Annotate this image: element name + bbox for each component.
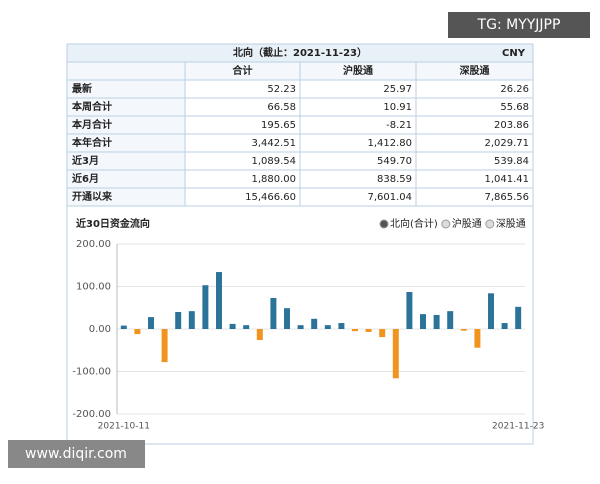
column-header: 深股通: [460, 64, 490, 77]
legend-label[interactable]: 北向(合计): [390, 217, 438, 230]
bar: [460, 329, 467, 331]
bar: [379, 329, 386, 338]
chart-title: 近30日资金流向: [76, 217, 150, 230]
table-value: 549.70: [377, 156, 412, 167]
column-header: 合计: [232, 64, 253, 77]
bar: [352, 329, 358, 332]
bar: [447, 311, 454, 329]
watermark-box: [8, 440, 145, 468]
bar: [270, 297, 277, 329]
row-label: 本年合计: [72, 136, 112, 149]
table-value: 26.26: [500, 84, 529, 95]
bar: [243, 325, 250, 329]
legend-label[interactable]: 沪股通: [452, 217, 482, 230]
table-value: 7,865.56: [484, 192, 529, 203]
watermark-box: [448, 12, 590, 38]
row-label: 近6月: [72, 172, 99, 185]
bar: [229, 323, 236, 329]
table-value: 203.86: [494, 120, 529, 131]
row-label: 本周合计: [72, 100, 112, 113]
table-value: 10.91: [383, 102, 412, 113]
y-tick-label: 0.00: [89, 324, 111, 335]
table-cell: [66, 61, 186, 81]
table-value: 52.23: [267, 84, 296, 95]
bar: [148, 317, 154, 329]
table-value: 195.65: [261, 120, 296, 131]
bar: [188, 311, 195, 329]
bar: [202, 285, 209, 329]
row-label: 本月合计: [72, 118, 112, 131]
table-value: 15,466.60: [245, 192, 296, 203]
table-value: 1,412.80: [367, 138, 412, 149]
x-tick-label: 2021-11-23: [492, 422, 544, 432]
table-value: 25.97: [383, 84, 412, 95]
watermark: www.diqir.com: [25, 446, 127, 462]
bar: [338, 323, 345, 329]
legend-radio[interactable]: [441, 219, 451, 229]
row-label: 最新: [72, 82, 92, 95]
bar: [433, 314, 440, 329]
table-value: -8.21: [386, 120, 412, 131]
y-tick-label: 100.00: [76, 282, 111, 293]
bar: [134, 329, 141, 335]
bar: [501, 323, 508, 329]
table-value: 838.59: [377, 174, 412, 185]
table-value: 1,880.00: [251, 174, 296, 185]
table-value: 1,041.41: [484, 174, 529, 185]
currency: CNY: [502, 48, 526, 59]
bar: [365, 329, 372, 332]
table-value: 1,089.54: [251, 156, 296, 167]
table-value: 7,601.04: [367, 192, 412, 203]
bar: [175, 312, 182, 329]
table-value: 3,442.51: [251, 138, 296, 149]
bar: [284, 308, 290, 329]
bar: [311, 318, 318, 329]
legend-radio[interactable]: [379, 219, 389, 229]
y-tick-label: -100.00: [72, 367, 111, 378]
bar: [515, 306, 522, 329]
table-value: 539.84: [494, 156, 529, 167]
bar: [392, 329, 399, 379]
bar: [406, 292, 413, 329]
column-header: 沪股通: [343, 64, 373, 77]
bar: [474, 329, 481, 348]
legend-radio[interactable]: [485, 219, 495, 229]
table-value: 66.58: [267, 102, 296, 113]
watermark: TG: MYYJJPP: [477, 17, 561, 33]
table-title: 北向（截止：2021-11-23）: [233, 46, 367, 59]
x-tick-label: 2021-10-11: [98, 422, 150, 432]
legend-label[interactable]: 深股通: [496, 218, 526, 230]
row-label: 开通以来: [72, 190, 113, 203]
bar: [420, 314, 426, 329]
table-cell: [415, 187, 534, 207]
y-tick-label: -200.00: [72, 409, 111, 420]
bar: [120, 325, 127, 329]
bar: [256, 329, 263, 341]
bar: [297, 325, 304, 329]
table-value: 2,029.71: [484, 138, 529, 149]
y-tick-label: 200.00: [76, 239, 111, 250]
bar: [161, 329, 168, 363]
row-label: 近3月: [72, 154, 99, 167]
bar: [324, 325, 331, 329]
bar: [488, 293, 494, 329]
bar: [216, 272, 222, 329]
table-value: 55.68: [500, 102, 529, 113]
